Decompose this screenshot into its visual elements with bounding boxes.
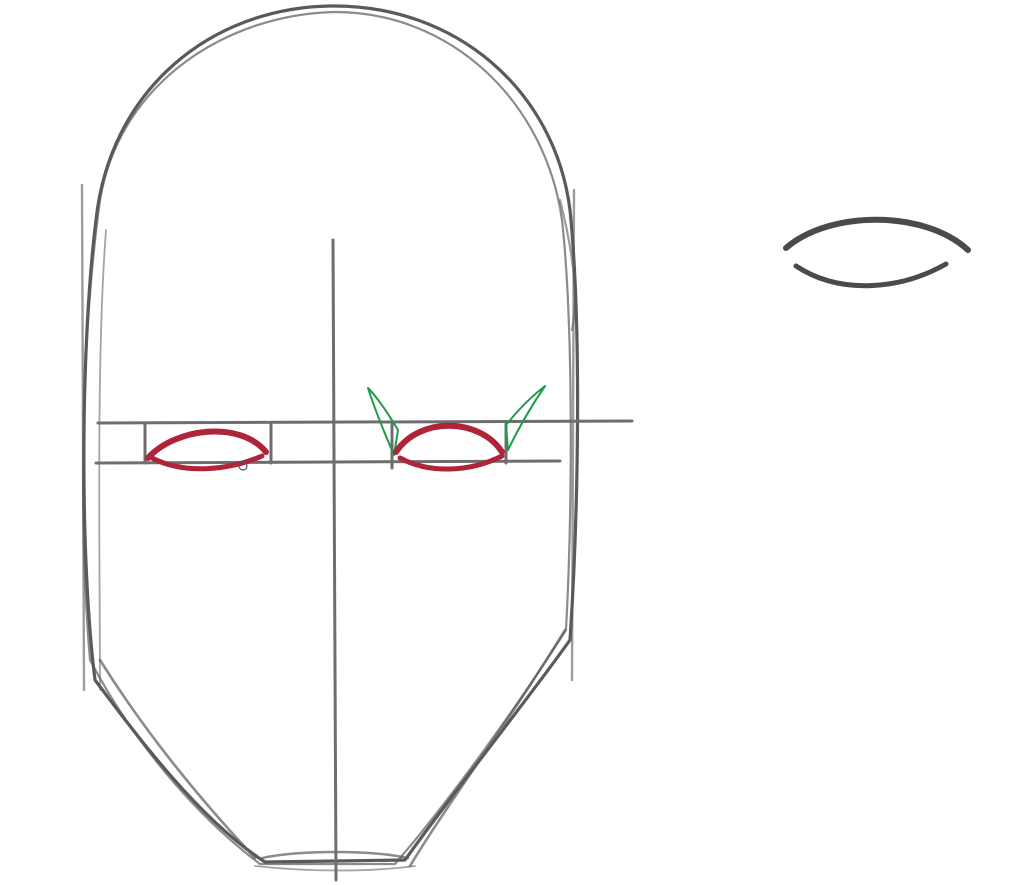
reference-eye — [783, 216, 971, 289]
vertical-center-line — [331, 238, 338, 882]
construction-lines — [94, 238, 634, 882]
inner-corner-tick — [367, 387, 399, 456]
left-eye — [145, 428, 269, 472]
head-outline — [80, 4, 580, 872]
outer-corner-tick — [505, 385, 546, 451]
eye-corner-ticks — [367, 385, 546, 456]
eye-line-top — [96, 419, 634, 425]
eyes — [145, 422, 505, 472]
right-eye — [393, 422, 505, 472]
pointer-cursor-icon — [238, 461, 248, 471]
